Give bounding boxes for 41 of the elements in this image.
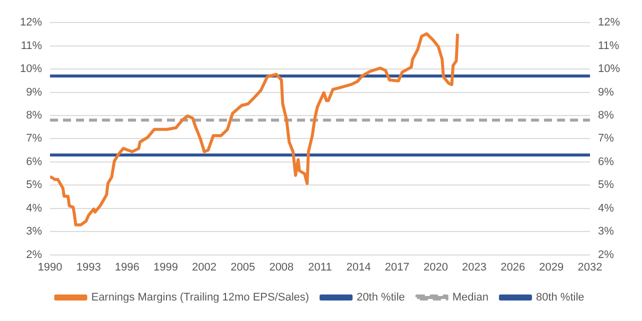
x-tick-label: 2005 xyxy=(230,261,256,274)
legend-label: Median xyxy=(452,292,488,304)
y-tick-label: 4% xyxy=(26,202,42,214)
x-tick-label: 1993 xyxy=(76,261,101,274)
x-tick-label: 2020 xyxy=(423,261,448,274)
y2-tick-label: 7% xyxy=(598,132,614,145)
x-tick-label: 2002 xyxy=(192,261,217,274)
y-tick-label: 10% xyxy=(20,63,42,76)
x-tick-label: 1999 xyxy=(153,261,178,274)
x-tick-label: 2014 xyxy=(346,261,371,274)
legend-label: 80th %tile xyxy=(536,292,584,304)
x-tick-label: 2011 xyxy=(308,261,332,274)
y2-tick-label: 12% xyxy=(598,16,620,29)
y2-tick-label: 5% xyxy=(598,179,614,192)
y-tick-label: 2% xyxy=(26,248,42,261)
y2-tick-label: 8% xyxy=(598,110,614,122)
x-tick-label: 2023 xyxy=(462,261,487,274)
y-tick-label: 5% xyxy=(26,179,42,192)
y2-tick-label: 9% xyxy=(598,86,614,98)
y2-tick-label: 10% xyxy=(598,63,620,76)
y-tick-label: 12% xyxy=(20,16,42,29)
y2-tick-label: 3% xyxy=(598,226,614,238)
y-tick-label: 7% xyxy=(26,132,42,145)
y2-tick-label: 4% xyxy=(598,202,614,214)
legend-label: 20th %tile xyxy=(356,292,405,304)
y2-tick-label: 11% xyxy=(598,40,620,52)
x-tick-label: 2032 xyxy=(578,261,602,274)
x-tick-label: 1990 xyxy=(38,261,62,274)
y2-tick-label: 2% xyxy=(598,248,614,261)
x-tick-label: 1996 xyxy=(114,261,140,274)
y-tick-label: 9% xyxy=(26,86,42,98)
y2-tick-label: 6% xyxy=(598,156,614,168)
y-tick-label: 6% xyxy=(26,156,42,168)
y-tick-label: 11% xyxy=(20,40,42,52)
y-tick-label: 3% xyxy=(26,226,42,238)
x-tick-label: 2008 xyxy=(269,261,294,274)
x-tick-label: 2029 xyxy=(539,261,564,274)
y-tick-label: 8% xyxy=(26,110,42,122)
x-tick-label: 2017 xyxy=(384,261,410,274)
legend-label: Earnings Margins (Trailing 12mo EPS/Sales) xyxy=(91,292,310,304)
x-tick-label: 2026 xyxy=(500,261,526,274)
